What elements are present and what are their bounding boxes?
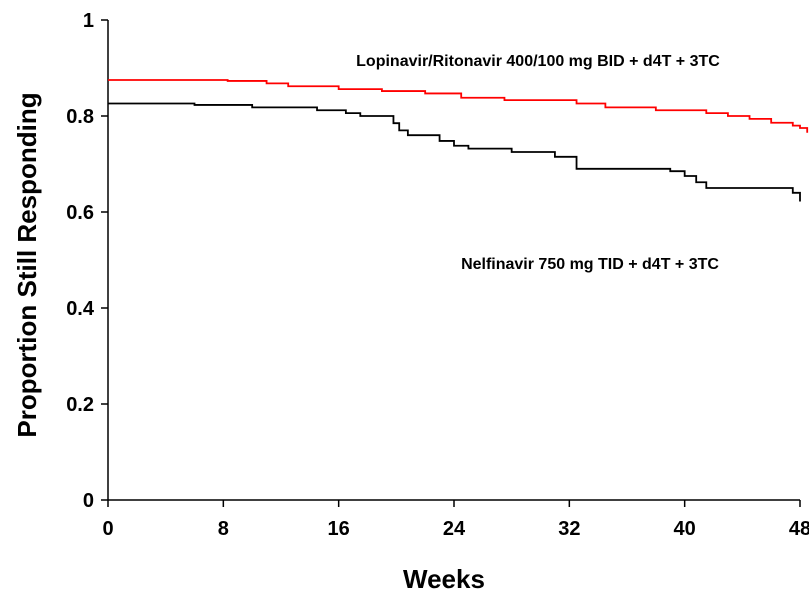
x-tick-label: 24: [443, 518, 466, 540]
series-label-lopinavir: Lopinavir/Ritonavir 400/100 mg BID + d4T…: [356, 53, 720, 70]
y-axis-ticks: 0 0.2 0.4 0.6 0.8 1: [66, 10, 108, 512]
y-tick-label: 0.6: [66, 202, 94, 224]
x-axis-title: Weeks: [403, 564, 485, 594]
series-label-nelfinavir: Nelfinavir 750 mg TID + d4T + 3TC: [461, 256, 719, 273]
x-tick-label: 32: [558, 518, 580, 540]
x-tick-label: 0: [102, 518, 113, 540]
series-line-0: [108, 79, 809, 133]
y-tick-label: 1: [83, 10, 94, 32]
x-tick-label: 16: [328, 518, 350, 540]
x-tick-label: 48: [789, 518, 809, 540]
y-axis-title: Proportion Still Responding: [12, 92, 42, 437]
y-tick-label: 0: [83, 490, 94, 512]
y-tick-label: 0.8: [66, 106, 94, 128]
x-tick-label: 8: [218, 518, 229, 540]
series-line-1: [108, 102, 801, 202]
x-axis-ticks: 0 8 16 24 32 40 48: [102, 500, 809, 540]
y-tick-label: 0.2: [66, 394, 94, 416]
series-layer: [108, 79, 809, 202]
x-tick-label: 40: [674, 518, 696, 540]
y-tick-label: 0.4: [66, 298, 95, 320]
